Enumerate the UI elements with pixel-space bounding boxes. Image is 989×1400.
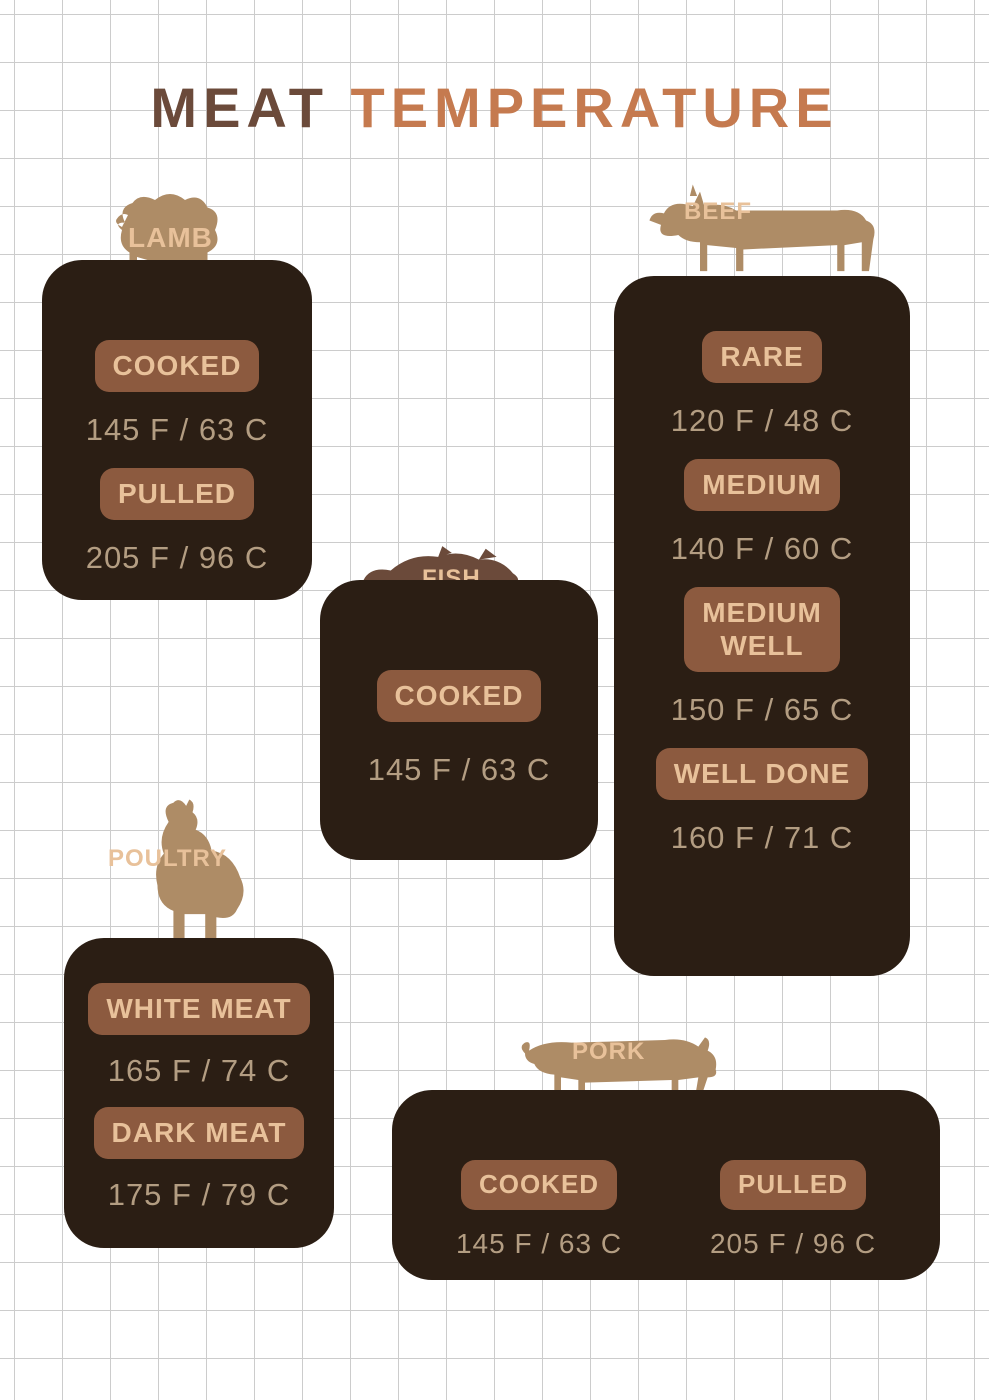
title-word-1: MEAT (150, 76, 329, 139)
beef-badge-3: WELL DONE (656, 748, 868, 800)
title-word-2: TEMPERATURE (350, 76, 838, 139)
poultry-badge-0: WHITE MEAT (88, 983, 309, 1035)
pork-badge-0: COOKED (461, 1160, 617, 1210)
lamb-temp-0: 145 F / 63 C (86, 412, 269, 448)
beef-card: RARE 120 F / 48 C MEDIUM 140 F / 60 C ME… (614, 276, 910, 976)
beef-temp-2: 150 F / 65 C (671, 692, 854, 728)
lamb-badge-0: COOKED (95, 340, 260, 392)
beef-badge-0: RARE (702, 331, 821, 383)
beef-label: BEEF (684, 198, 752, 226)
lamb-label: LAMB (128, 222, 213, 254)
page-title: MEAT TEMPERATURE (0, 75, 989, 140)
pork-card: COOKED 145 F / 63 C PULLED 205 F / 96 C (392, 1090, 940, 1280)
lamb-temp-1: 205 F / 96 C (86, 540, 269, 576)
pork-badge-1: PULLED (720, 1160, 866, 1210)
poultry-temp-1: 175 F / 79 C (108, 1177, 291, 1213)
poultry-badge-1: DARK MEAT (94, 1107, 305, 1159)
lamb-card: COOKED 145 F / 63 C PULLED 205 F / 96 C (42, 260, 312, 600)
poultry-label: POULTRY (108, 845, 227, 873)
beef-temp-3: 160 F / 71 C (671, 820, 854, 856)
pork-temp-0: 145 F / 63 C (456, 1228, 622, 1260)
poultry-temp-0: 165 F / 74 C (108, 1053, 291, 1089)
beef-temp-0: 120 F / 48 C (671, 403, 854, 439)
fish-temp-0: 145 F / 63 C (368, 752, 551, 788)
lamb-badge-1: PULLED (100, 468, 254, 520)
beef-badge-1: MEDIUM (684, 459, 840, 511)
beef-temp-1: 140 F / 60 C (671, 531, 854, 567)
fish-badge-0: COOKED (377, 670, 542, 722)
fish-card: COOKED 145 F / 63 C (320, 580, 598, 860)
pork-label: PORK (572, 1038, 645, 1066)
beef-badge-2: MEDIUM WELL (684, 587, 840, 671)
pork-temp-1: 205 F / 96 C (710, 1228, 876, 1260)
poultry-card: WHITE MEAT 165 F / 74 C DARK MEAT 175 F … (64, 938, 334, 1248)
